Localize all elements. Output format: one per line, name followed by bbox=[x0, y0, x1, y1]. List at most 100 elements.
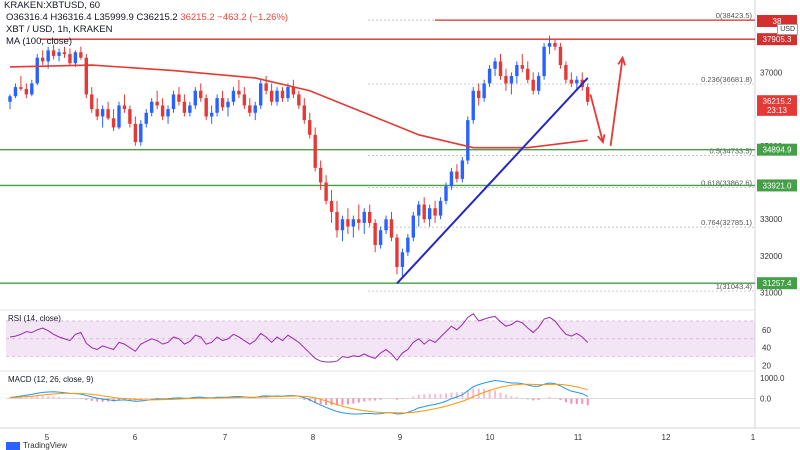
candle-body bbox=[324, 182, 328, 201]
candle-body bbox=[395, 237, 399, 267]
candle-body bbox=[586, 87, 590, 102]
candle-body bbox=[30, 83, 34, 95]
price-badge bbox=[757, 277, 797, 290]
ohlc-high: H36316.4 bbox=[50, 12, 92, 23]
candle-body bbox=[493, 61, 497, 69]
candle-body bbox=[438, 200, 443, 216]
projection-arrow-head bbox=[617, 55, 626, 66]
time-tick-label: 1 bbox=[751, 433, 756, 442]
candle-body bbox=[504, 76, 508, 84]
candle-body bbox=[106, 109, 110, 119]
price-badge-label: 38 bbox=[773, 17, 782, 26]
tradingview-logo-icon bbox=[6, 441, 20, 450]
candle-body bbox=[133, 123, 138, 143]
candle-body bbox=[373, 222, 377, 245]
candle-body bbox=[242, 94, 247, 106]
candle-body bbox=[275, 90, 279, 102]
time-tick-label: 9 bbox=[398, 433, 403, 442]
candle-body bbox=[62, 52, 67, 55]
candle-body bbox=[558, 46, 563, 66]
time-tick-label: 6 bbox=[133, 433, 138, 442]
macd-tick-label: 0.0 bbox=[760, 395, 772, 404]
candle-body bbox=[575, 79, 579, 84]
candle-body bbox=[417, 204, 421, 216]
candle-body bbox=[477, 90, 481, 99]
candle-body bbox=[128, 109, 132, 124]
price-tick-label: 33000 bbox=[760, 215, 783, 224]
candle-body bbox=[248, 105, 252, 113]
rsi-tick-label: 60 bbox=[762, 326, 771, 335]
candle-body bbox=[193, 90, 197, 106]
price-badge-label: 33921.0 bbox=[763, 181, 792, 190]
time-tick-label: 10 bbox=[486, 433, 495, 442]
rsi-tick-label: 40 bbox=[762, 344, 771, 353]
candle-body bbox=[335, 211, 339, 231]
price-badge bbox=[757, 15, 797, 28]
candle-body bbox=[564, 65, 568, 80]
fib-level-label: 0.618(33862.6) bbox=[701, 179, 752, 188]
candle-body bbox=[466, 120, 470, 161]
brand-name: TradingView bbox=[23, 441, 68, 450]
brand-footer: TradingView bbox=[6, 441, 67, 450]
projection-arrow bbox=[609, 57, 624, 146]
candle-body bbox=[313, 134, 317, 168]
price-tick-label: 31000 bbox=[760, 289, 783, 298]
currency-badge: USD bbox=[777, 24, 798, 35]
candle-body bbox=[13, 87, 18, 97]
candle-body bbox=[280, 90, 285, 99]
candle-body bbox=[35, 57, 39, 84]
candle-body bbox=[259, 83, 263, 106]
candle-body bbox=[520, 65, 524, 69]
candle-body bbox=[308, 120, 312, 135]
candle-body bbox=[368, 211, 372, 223]
candle-body bbox=[531, 79, 535, 91]
candle-body bbox=[95, 109, 99, 117]
rsi-tick-label: 20 bbox=[762, 362, 771, 371]
candle-body bbox=[8, 96, 12, 102]
candle-body bbox=[297, 94, 301, 106]
fib-level-label: 1(31043.4) bbox=[716, 282, 753, 291]
price-badge bbox=[757, 103, 797, 116]
candle-body bbox=[139, 123, 143, 143]
candle-body bbox=[553, 43, 557, 47]
candle-body bbox=[155, 101, 159, 106]
candle-body bbox=[73, 52, 78, 64]
candle-body bbox=[204, 98, 208, 117]
candle-body bbox=[237, 90, 241, 95]
candle-body bbox=[378, 230, 383, 245]
candle-body bbox=[542, 46, 546, 77]
candle-body bbox=[526, 68, 530, 80]
candle-body bbox=[400, 252, 405, 267]
time-tick-label: 12 bbox=[662, 433, 671, 442]
candle-body bbox=[166, 109, 170, 117]
fib-level-label: 0.236(36681.8) bbox=[701, 75, 752, 84]
ohlc-close: C36215.2 bbox=[136, 12, 178, 23]
macd-legend: MACD (12, 26, close, 9) bbox=[8, 375, 94, 384]
price-badge-label: 31257.4 bbox=[763, 279, 792, 288]
rsi-legend: RSI (14, close) bbox=[8, 314, 61, 323]
candle-body bbox=[411, 215, 415, 238]
candle-body bbox=[302, 105, 306, 121]
candle-body bbox=[471, 90, 475, 121]
candle-body bbox=[199, 90, 203, 99]
price-badge-label: 23:13 bbox=[767, 106, 788, 115]
candle-body bbox=[384, 219, 388, 231]
candle-body bbox=[215, 98, 219, 113]
candle-body bbox=[389, 219, 394, 238]
price-badge-label: 36215.2 bbox=[763, 97, 792, 106]
candle-body bbox=[220, 98, 225, 108]
fib-level-label: 0.5(34733.5) bbox=[709, 147, 752, 156]
candle-body bbox=[84, 57, 88, 95]
candle-body bbox=[318, 167, 323, 183]
fib-level-label: 0(38423.5) bbox=[716, 11, 753, 20]
candle-body bbox=[569, 79, 574, 84]
price-tick-label: 37000 bbox=[760, 68, 783, 77]
candle-body bbox=[286, 87, 290, 99]
candle-body bbox=[291, 87, 296, 95]
candle-body bbox=[329, 200, 334, 212]
time-tick-label: 7 bbox=[223, 433, 228, 442]
fib-level-label: 0.764(32785.1) bbox=[701, 218, 752, 227]
candle-body bbox=[46, 50, 50, 62]
